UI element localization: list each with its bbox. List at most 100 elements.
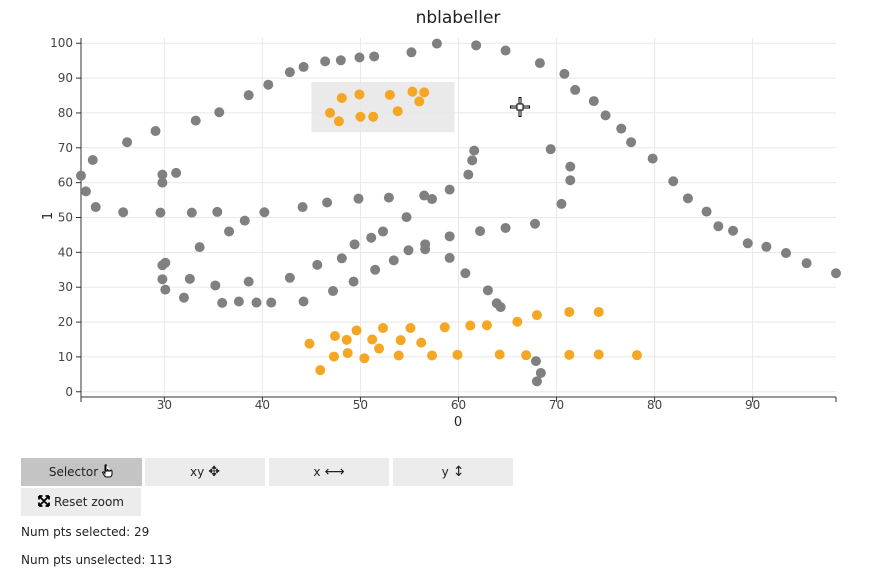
unselected-point[interactable] (160, 284, 171, 295)
xy-pan-button[interactable]: xy ✥ (145, 458, 265, 486)
unselected-point[interactable] (251, 297, 262, 308)
unselected-point[interactable] (495, 302, 506, 313)
unselected-point[interactable] (531, 376, 542, 387)
unselected-point[interactable] (444, 184, 455, 195)
unselected-point[interactable] (388, 255, 399, 266)
unselected-point[interactable] (427, 194, 438, 205)
selected-point[interactable] (336, 92, 347, 103)
unselected-point[interactable] (160, 257, 171, 268)
unselected-point[interactable] (150, 126, 161, 137)
selected-point[interactable] (521, 350, 532, 361)
selected-point[interactable] (481, 320, 492, 331)
selected-point[interactable] (494, 349, 505, 360)
selected-point[interactable] (405, 322, 416, 333)
unselected-point[interactable] (482, 285, 493, 296)
unselected-point[interactable] (322, 197, 333, 208)
unselected-point[interactable] (369, 51, 380, 62)
unselected-point[interactable] (570, 84, 581, 95)
unselected-point[interactable] (682, 193, 693, 204)
unselected-point[interactable] (122, 137, 133, 148)
selected-point[interactable] (341, 334, 352, 345)
selected-point[interactable] (393, 350, 404, 361)
unselected-point[interactable] (701, 206, 712, 217)
unselected-point[interactable] (475, 226, 486, 237)
unselected-point[interactable] (780, 248, 791, 259)
unselected-point[interactable] (431, 38, 442, 49)
unselected-point[interactable] (500, 45, 511, 56)
unselected-point[interactable] (529, 218, 540, 229)
unselected-point[interactable] (460, 268, 471, 279)
unselected-point[interactable] (157, 169, 168, 180)
selected-point[interactable] (419, 87, 430, 98)
unselected-point[interactable] (406, 47, 417, 58)
unselected-point[interactable] (500, 222, 511, 233)
unselected-point[interactable] (535, 367, 546, 378)
unselected-point[interactable] (233, 296, 244, 307)
unselected-point[interactable] (626, 137, 637, 148)
unselected-point[interactable] (298, 296, 309, 307)
unselected-point[interactable] (284, 67, 295, 78)
unselected-point[interactable] (534, 58, 545, 69)
selected-point[interactable] (325, 107, 336, 118)
selected-point[interactable] (427, 350, 438, 361)
unselected-point[interactable] (801, 258, 812, 269)
x-pan-button[interactable]: x ⟷ (269, 458, 389, 486)
unselected-point[interactable] (471, 40, 482, 51)
selected-point[interactable] (631, 350, 642, 361)
selected-point[interactable] (333, 116, 344, 127)
selected-point[interactable] (593, 306, 604, 317)
selector-button[interactable]: Selector (21, 458, 142, 486)
selected-point[interactable] (564, 306, 575, 317)
unselected-point[interactable] (565, 161, 576, 172)
unselected-point[interactable] (157, 274, 168, 285)
unselected-point[interactable] (588, 96, 599, 107)
unselected-point[interactable] (467, 155, 478, 166)
unselected-point[interactable] (284, 272, 295, 283)
scatter-chart[interactable]: nblabeller 30 40 50 60 70 80 90 01020304050607… (0, 0, 872, 450)
selected-point[interactable] (531, 310, 542, 321)
selected-point[interactable] (392, 106, 403, 117)
unselected-point[interactable] (178, 292, 189, 303)
unselected-point[interactable] (171, 167, 182, 178)
unselected-point[interactable] (336, 253, 347, 264)
unselected-point[interactable] (320, 56, 331, 67)
y-pan-button[interactable]: y ↕ (393, 458, 513, 486)
selected-point[interactable] (395, 335, 406, 346)
selected-point[interactable] (354, 89, 365, 100)
unselected-point[interactable] (383, 192, 394, 203)
unselected-point[interactable] (761, 241, 772, 252)
unselected-point[interactable] (366, 232, 377, 243)
unselected-point[interactable] (565, 175, 576, 186)
selected-point[interactable] (416, 337, 427, 348)
selected-point[interactable] (439, 322, 450, 333)
unselected-point[interactable] (545, 144, 556, 155)
selected-point[interactable] (407, 86, 418, 97)
unselected-point[interactable] (713, 221, 724, 232)
unselected-point[interactable] (76, 170, 86, 181)
selected-point[interactable] (414, 96, 425, 107)
reset-zoom-button[interactable]: Reset zoom (21, 488, 141, 516)
unselected-point[interactable] (463, 169, 474, 180)
unselected-point[interactable] (243, 276, 254, 287)
unselected-point[interactable] (728, 225, 739, 236)
unselected-point[interactable] (831, 268, 841, 279)
selection-box[interactable] (311, 81, 455, 133)
selected-point[interactable] (367, 334, 378, 345)
selected-point[interactable] (304, 338, 315, 349)
unselected-point[interactable] (298, 61, 309, 72)
unselected-point[interactable] (266, 297, 277, 308)
unselected-point[interactable] (312, 259, 323, 270)
unselected-point[interactable] (194, 242, 205, 253)
unselected-point[interactable] (243, 90, 254, 101)
unselected-point[interactable] (742, 238, 753, 249)
unselected-point[interactable] (184, 273, 195, 284)
unselected-point[interactable] (559, 68, 570, 79)
unselected-point[interactable] (600, 110, 611, 121)
unselected-point[interactable] (335, 55, 346, 66)
unselected-point[interactable] (217, 297, 228, 308)
unselected-point[interactable] (186, 207, 197, 218)
unselected-point[interactable] (370, 264, 381, 275)
unselected-point[interactable] (556, 198, 567, 209)
unselected-point[interactable] (118, 207, 129, 218)
selected-point[interactable] (328, 351, 339, 362)
